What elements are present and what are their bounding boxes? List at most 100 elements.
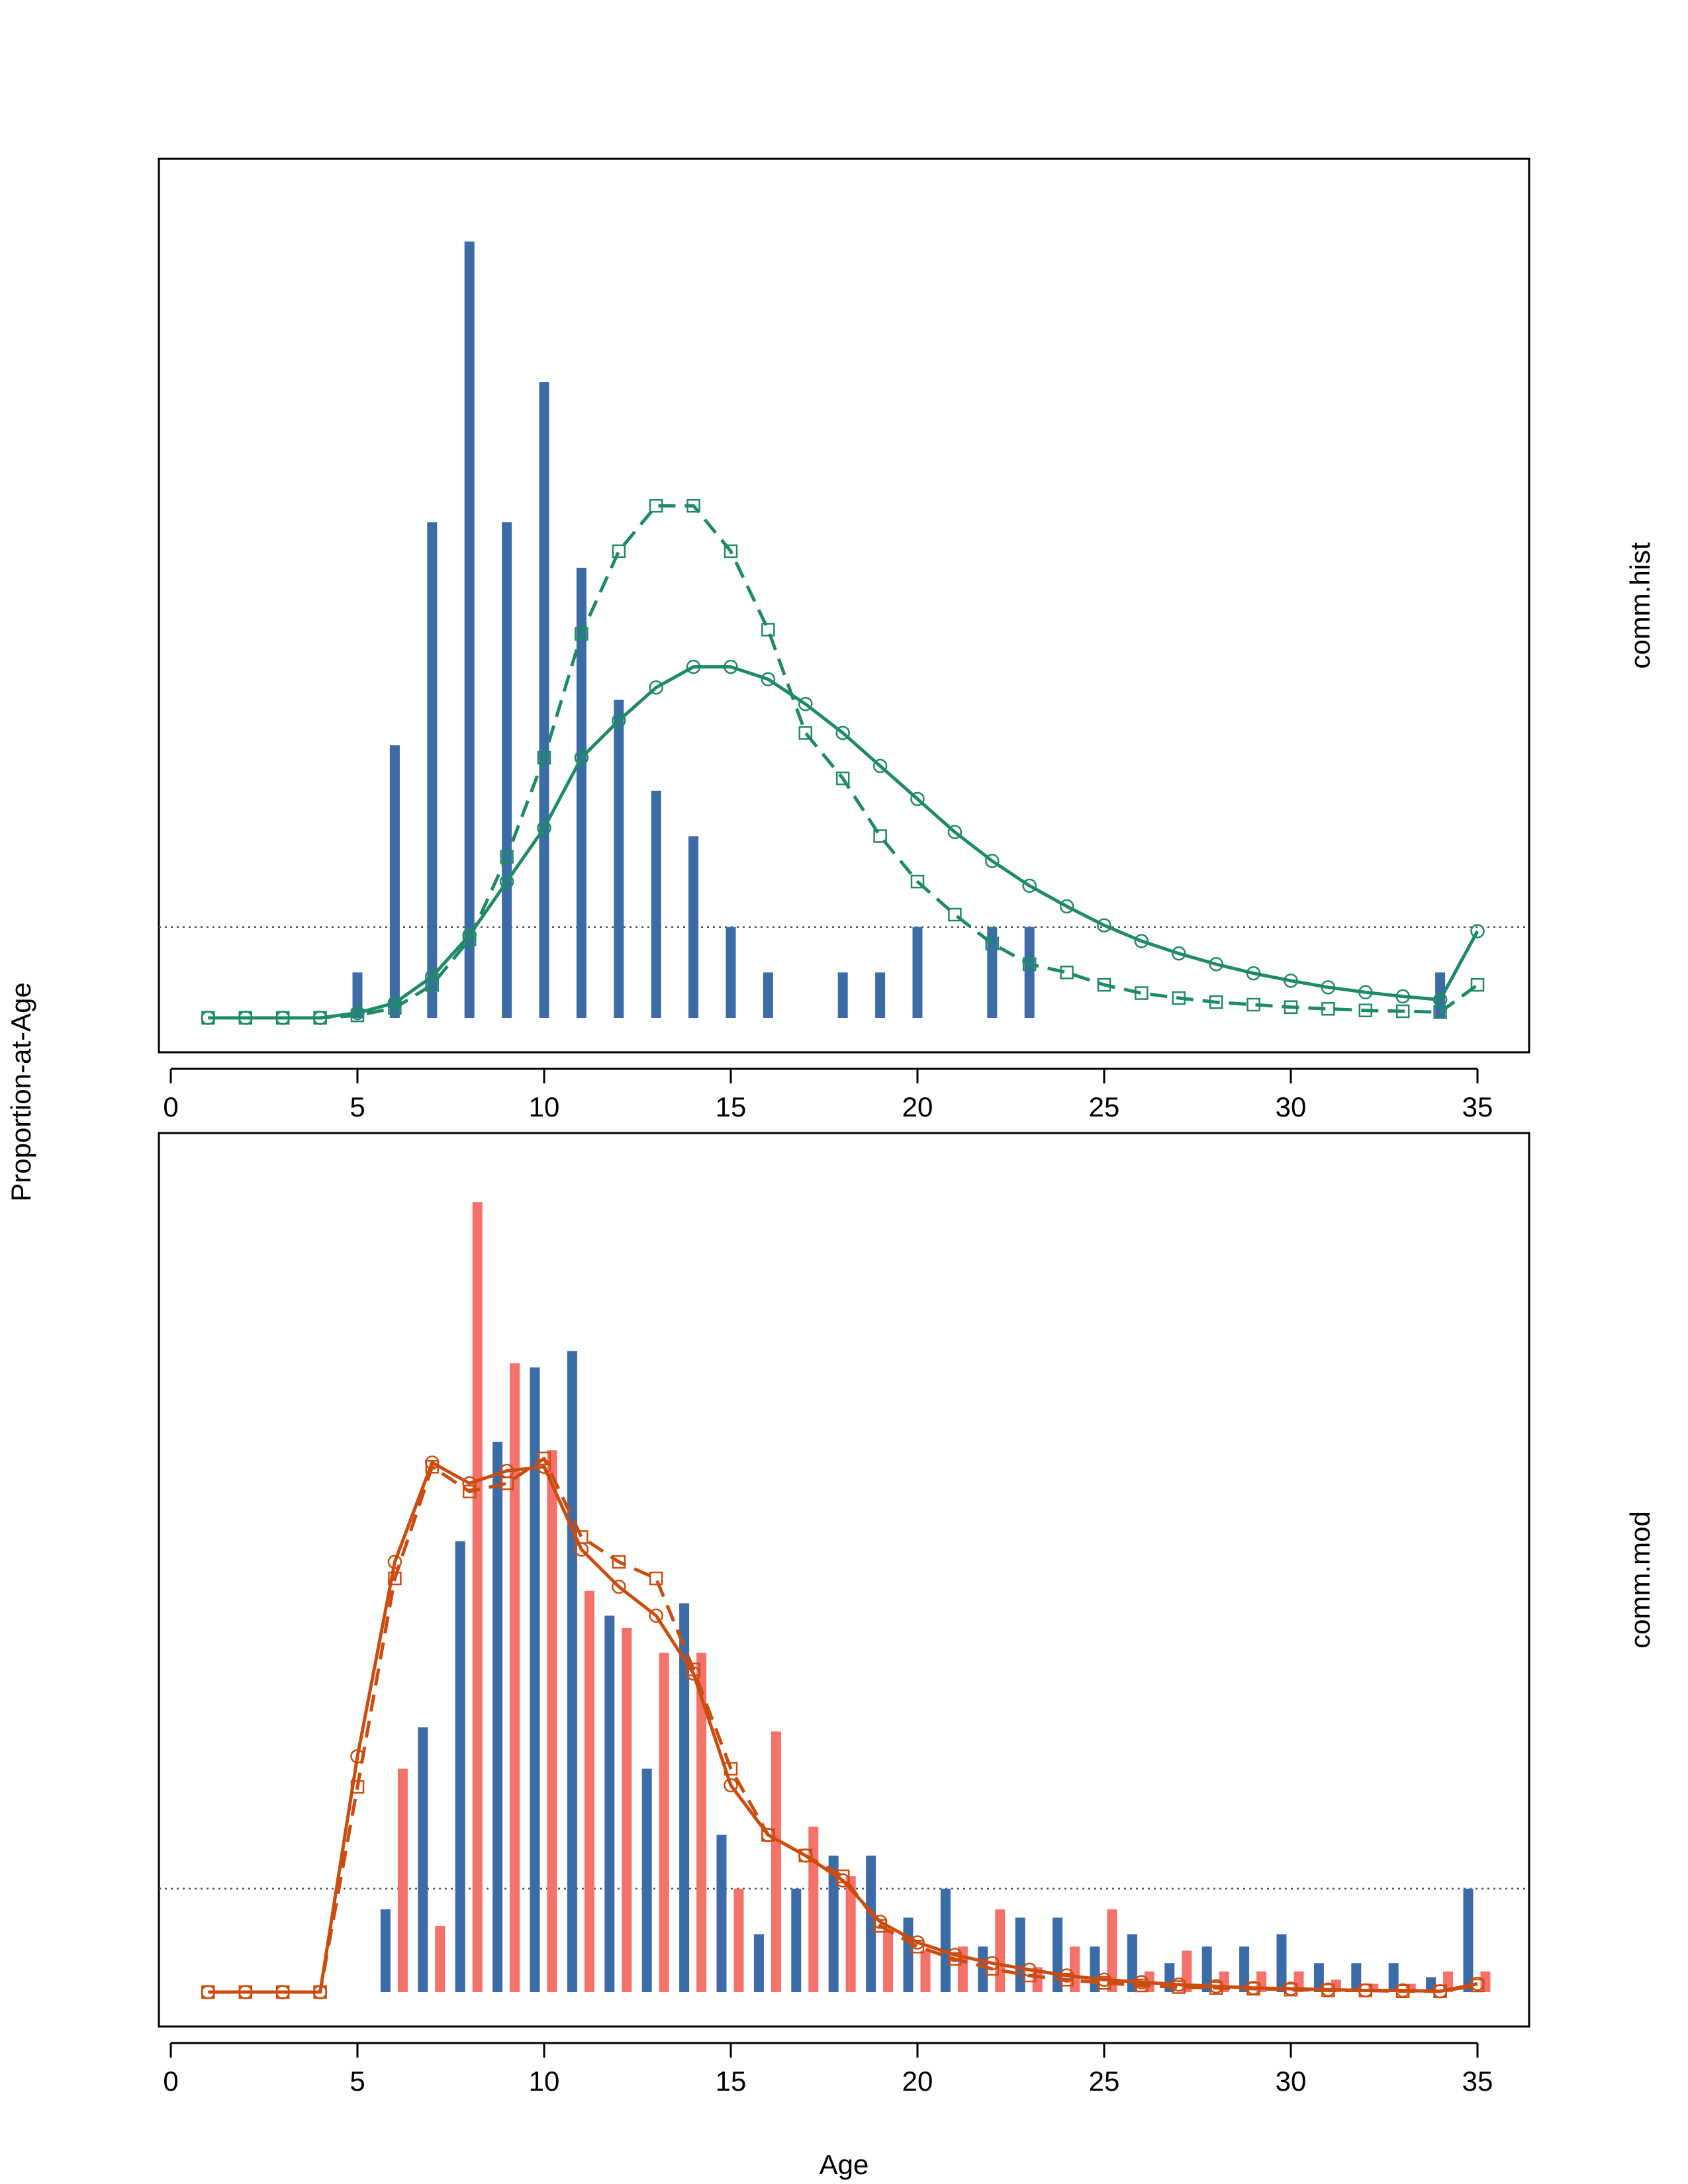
marker-square-10	[537, 751, 551, 765]
marker-circle-20	[910, 792, 925, 807]
bar-6	[389, 745, 400, 1018]
marker-square-33	[1395, 1984, 1410, 1998]
bar-23	[1024, 927, 1035, 1018]
marker-square-33	[1395, 1004, 1410, 1019]
bar-red-7	[435, 1926, 445, 1992]
marker-square-21	[948, 907, 962, 922]
marker-square-24	[1060, 966, 1074, 979]
marker-square-32	[1358, 1003, 1373, 1018]
bar-blue-12	[604, 1615, 615, 1992]
marker-square-3	[275, 1985, 290, 1999]
y-axis-label: Proportion-at-Age	[5, 982, 36, 1202]
marker-square-5	[350, 1009, 365, 1023]
bar-blue-15	[716, 1835, 727, 1992]
marker-square-7	[425, 978, 440, 992]
bar-red-25	[1107, 1909, 1117, 1992]
marker-square-21	[948, 1952, 962, 1966]
marker-circle-13	[649, 680, 663, 695]
marker-circle-14	[686, 659, 701, 674]
plot-layer-1: 0 5 10 15 20 25 30 35	[159, 241, 1529, 1122]
bar-12	[614, 700, 624, 1018]
marker-circle-9	[499, 874, 514, 889]
marker-square-32	[1358, 1983, 1373, 1997]
marker-square-29	[1246, 997, 1260, 1012]
marker-square-13	[649, 498, 663, 513]
marker-square-22	[985, 936, 1000, 950]
marker-circle-16	[761, 672, 776, 687]
x-tick-label-10: 10	[529, 1091, 560, 1122]
marker-square-4	[313, 1011, 327, 1025]
bar-blue-19	[866, 1855, 876, 1992]
marker-square-27	[1172, 1980, 1186, 1994]
marker-square-31	[1321, 1002, 1335, 1016]
bar-red-15	[733, 1888, 744, 1992]
bar-red-9	[510, 1363, 520, 1992]
bar-16	[763, 972, 773, 1018]
marker-circle-35	[1470, 924, 1485, 938]
marker-square-23	[1022, 957, 1037, 972]
bar-red-12	[622, 1628, 632, 1992]
marker-square-19	[873, 1919, 887, 1933]
bar-9	[502, 522, 512, 1018]
bar-blue-16	[753, 1934, 764, 1992]
marker-square-31	[1321, 1983, 1335, 1997]
marker-square-18	[835, 1869, 850, 1884]
marker-circle-22	[985, 854, 1000, 868]
panel-comm-mod: comm.mod 0 5 10 15 20 25 30 35	[158, 1132, 1656, 2097]
bar-red-8	[472, 1202, 483, 1992]
marker-square-1	[201, 1985, 215, 1999]
bar-blue-21	[940, 1888, 951, 1992]
x-tick-label-15: 15	[716, 1091, 747, 1122]
bar-red-22	[995, 1909, 1006, 1992]
marker-square-14	[686, 498, 700, 513]
marker-square-29	[1246, 1981, 1260, 1996]
x-tick-label-20: 20	[902, 1091, 933, 1122]
bar-blue-22	[978, 1946, 988, 1992]
marker-square-2	[238, 1985, 253, 1999]
bar-blue-14	[679, 1603, 690, 1992]
marker-square-4	[313, 1985, 327, 1999]
marker-circle-12	[612, 1579, 626, 1594]
bar-blue-8	[455, 1541, 465, 1992]
marker-square-1	[201, 1011, 215, 1025]
bar-14	[688, 836, 699, 1018]
bar-13	[651, 790, 661, 1018]
panel-label-1: comm.hist	[1624, 542, 1656, 669]
marker-square-23	[1022, 1968, 1037, 1983]
bar-blue-7	[418, 1727, 428, 1992]
marker-square-25	[1097, 1976, 1111, 1990]
bar-15	[726, 927, 736, 1018]
marker-circle-11	[574, 751, 589, 765]
bar-red-20	[920, 1950, 931, 1992]
bar-red-10	[547, 1450, 557, 1992]
bar-blue-29	[1239, 1946, 1250, 1992]
marker-square-15	[724, 544, 738, 559]
marker-square-26	[1135, 986, 1149, 1000]
plot-frame-2	[158, 1132, 1530, 2028]
marker-square-22	[985, 1962, 1000, 1976]
marker-square-26	[1135, 1978, 1149, 1993]
bar-20	[912, 927, 923, 1018]
x-tick-label-35: 35	[1462, 1091, 1493, 1122]
marker-square-28	[1209, 995, 1223, 1009]
marker-circle-32	[1358, 985, 1373, 1000]
series-line-2	[208, 504, 1479, 1020]
bar-blue-11	[567, 1351, 577, 1992]
marker-circle-29	[1246, 966, 1261, 981]
marker-circle-19	[872, 758, 888, 774]
marker-square-10	[537, 1451, 551, 1465]
x-tick-label-20: 20	[902, 2066, 933, 2097]
bar-red-19	[883, 1930, 894, 1992]
marker-circle-15	[724, 1778, 738, 1793]
marker-circle-13	[649, 1608, 663, 1623]
series-line-2	[208, 1457, 1478, 1994]
marker-square-11	[575, 1530, 588, 1544]
bar-blue-17	[791, 1888, 802, 1992]
bar-blue-6	[380, 1909, 391, 1992]
marker-circle-25	[1097, 918, 1111, 933]
bar-blue-10	[530, 1367, 540, 1992]
marker-square-30	[1284, 1000, 1298, 1015]
bar-red-11	[584, 1590, 594, 1992]
x-tick-label-30: 30	[1276, 1091, 1307, 1122]
